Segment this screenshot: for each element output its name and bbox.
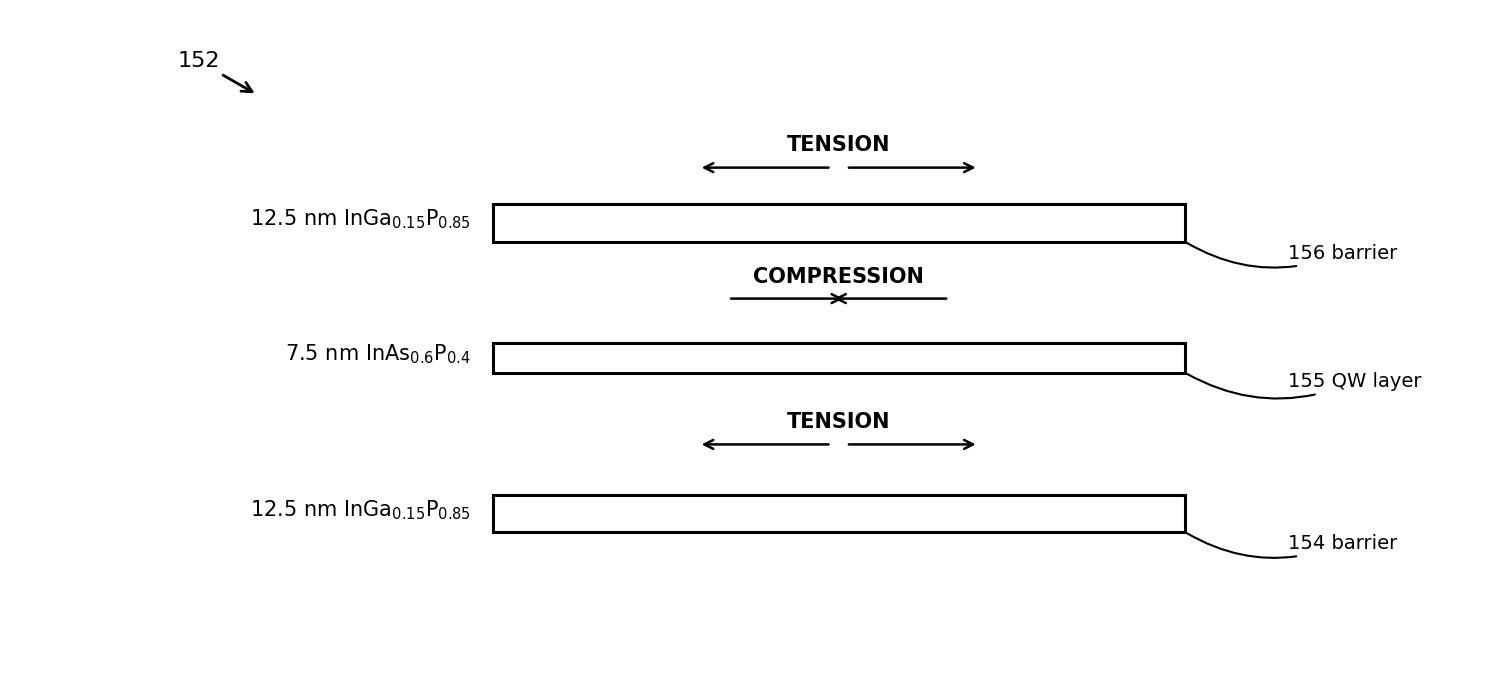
Bar — [493, 205, 1184, 242]
Text: 12.5 nm InGa$_{{0.15}}$P$_{{0.85}}$: 12.5 nm InGa$_{{0.15}}$P$_{{0.85}}$ — [250, 498, 471, 522]
Bar — [493, 495, 1184, 532]
Text: 154 barrier: 154 barrier — [1187, 533, 1397, 558]
Text: 156 barrier: 156 barrier — [1187, 243, 1397, 267]
Text: TENSION: TENSION — [788, 135, 890, 155]
Text: COMPRESSION: COMPRESSION — [753, 267, 924, 287]
Text: 155 QW layer: 155 QW layer — [1187, 372, 1421, 398]
Text: TENSION: TENSION — [788, 412, 890, 432]
Bar — [493, 344, 1184, 373]
Text: 7.5 nm InAs$_{{0.6}}$P$_{{0.4}}$: 7.5 nm InAs$_{{0.6}}$P$_{{0.4}}$ — [285, 343, 471, 367]
Text: 152: 152 — [177, 51, 253, 92]
Text: 12.5 nm InGa$_{{0.15}}$P$_{{0.85}}$: 12.5 nm InGa$_{{0.15}}$P$_{{0.85}}$ — [250, 208, 471, 232]
